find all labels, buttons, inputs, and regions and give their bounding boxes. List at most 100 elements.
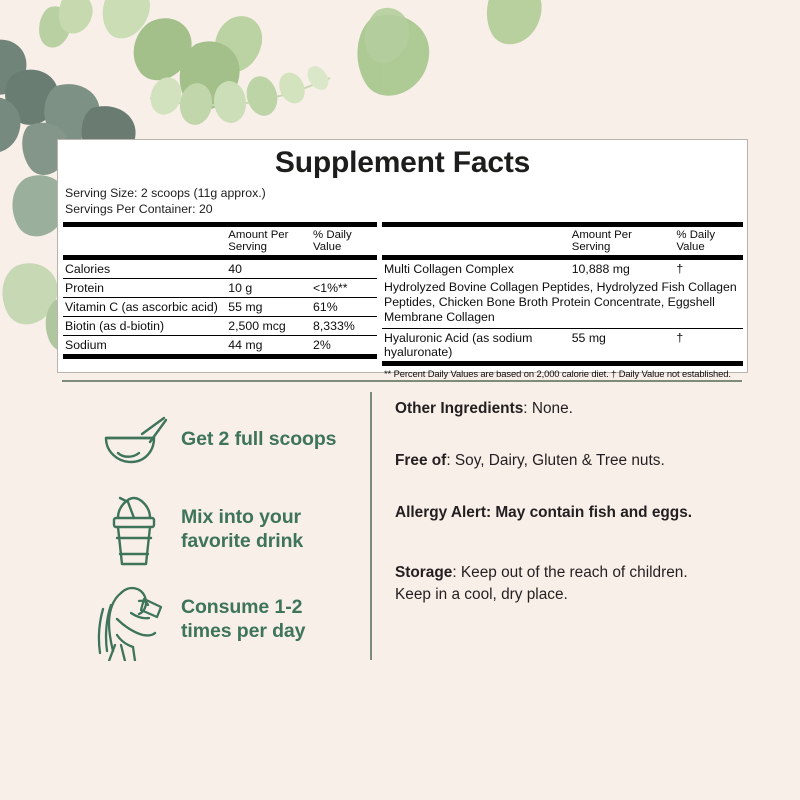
note-separator: : <box>452 563 461 581</box>
serving-size: Serving Size: 2 scoops (11g approx.) <box>65 185 266 200</box>
leaf-icon <box>102 0 150 39</box>
table-row: Vitamin C (as ascorbic acid) 55 mg 61% <box>63 297 377 316</box>
step-icon-wrapper <box>95 492 173 568</box>
table-row: Hyaluronic Acid (as sodium hyaluronate) … <box>382 328 743 361</box>
nutrient-name: Protein <box>65 280 104 295</box>
table-header-row: Amount Per Serving % Daily Value <box>63 224 377 257</box>
usage-step: Get 2 full scoops <box>95 396 357 484</box>
header-amount-per-serving: Amount Per Serving <box>228 228 289 253</box>
usage-steps: Get 2 full scoops Mix into your favorite… <box>95 396 357 666</box>
nutrition-table-right: Amount Per Serving % Daily Value Multi C… <box>382 222 743 361</box>
nutrient-dv: 61% <box>313 299 338 314</box>
scoop-icon <box>104 416 168 464</box>
leaf-icon <box>307 66 329 90</box>
note-body: May contain fish and eggs. <box>495 503 693 521</box>
supplement-facts-card: Supplement Facts Serving Size: 2 scoops … <box>57 139 748 379</box>
note-allergy-alert: Allergy Alert: May contain fish and eggs… <box>395 502 715 524</box>
nutrient-name: Vitamin C (as ascorbic acid) <box>65 299 218 314</box>
nutrient-name: Calories <box>65 261 111 276</box>
header-nutrient <box>63 224 226 257</box>
nutrient-dv <box>311 257 377 278</box>
table-row: Multi Collagen Complex 10,888 mg † <box>382 257 743 278</box>
table-bottom-rule <box>63 353 377 359</box>
nutrition-table-left: Amount Per Serving % Daily Value Calorie… <box>63 222 377 354</box>
usage-step: Mix into your favorite drink <box>95 486 357 574</box>
header-daily-value: % Daily Value <box>676 228 716 253</box>
ingredient-name: Multi Collagen Complex <box>384 261 514 276</box>
nutrition-table-left-wrapper: Amount Per Serving % Daily Value Calorie… <box>63 222 377 359</box>
note-heading: Allergy Alert: <box>395 503 492 521</box>
leaf-icon <box>214 16 263 73</box>
product-notes: Other Ingredients: None. Free of: Soy, D… <box>395 398 715 605</box>
cup-with-straw-icon <box>112 496 156 566</box>
horizontal-divider <box>62 380 742 382</box>
note-body: Soy, Dairy, Gluten & Tree nuts. <box>454 451 665 469</box>
servings-per-container: Servings Per Container: 20 <box>65 201 213 216</box>
step-icon-wrapper <box>95 579 173 661</box>
note-heading: Other Ingredients <box>395 400 524 417</box>
ingredient-dv: † <box>676 261 684 276</box>
nutrient-dv: <1%** <box>313 280 348 295</box>
step-label: Mix into your favorite drink <box>181 506 304 552</box>
nutrient-name: Biotin (as d-biotin) <box>65 318 165 333</box>
leaf-icon <box>5 69 59 125</box>
ingredient-name: Hyaluronic Acid (as sodium hyaluronate) <box>384 330 533 359</box>
nutrition-tables: Amount Per Serving % Daily Value Calorie… <box>58 217 747 379</box>
ingredient-sublist: Hydrolyzed Bovine Collagen Peptides, Hyd… <box>384 279 737 325</box>
nutrient-amount: 2,500 mcg <box>228 318 286 333</box>
leaf-icon <box>486 0 542 45</box>
ingredient-dv: † <box>676 330 684 345</box>
note-heading: Free of <box>395 451 447 469</box>
nutrient-amount: 40 <box>228 261 242 276</box>
table-row: Protein 10 g <1%** <box>63 278 377 297</box>
note-heading: Storage <box>395 563 453 581</box>
note-separator: : <box>523 400 532 417</box>
leaf-cluster-top-center <box>364 7 410 63</box>
note-free-of: Free of: Soy, Dairy, Gluten & Tree nuts. <box>395 450 715 472</box>
header-ingredient <box>382 224 570 257</box>
step-label: Get 2 full scoops <box>181 428 337 451</box>
person-drinking-icon <box>97 586 163 661</box>
leaf-icon <box>44 84 100 142</box>
note-other-ingredients: Other Ingredients: None. <box>395 398 715 420</box>
nutrient-amount: 10 g <box>228 280 253 295</box>
leaf-icon <box>133 18 192 81</box>
nutrient-amount: 55 mg <box>228 299 263 314</box>
nutrient-amount: 44 mg <box>228 337 263 352</box>
vertical-divider <box>370 392 372 660</box>
nutrient-dv: 8,333% <box>313 318 355 333</box>
table-subrow: Hydrolyzed Bovine Collagen Peptides, Hyd… <box>382 278 743 328</box>
nutrient-name: Sodium <box>65 337 107 352</box>
leaf-icon <box>357 14 430 96</box>
footnote: ** Percent Daily Values are based on 2,0… <box>384 367 731 379</box>
step-icon-wrapper <box>95 412 173 468</box>
leaf-icon <box>2 263 58 325</box>
table-row: Calories 40 <box>63 257 377 278</box>
table-row: Biotin (as d-biotin) 2,500 mcg 8,333% <box>63 316 377 335</box>
table-bottom-rule <box>382 360 743 366</box>
leaf-icon <box>213 81 247 123</box>
header-daily-value: % Daily Value <box>313 228 352 253</box>
leaf-icon <box>246 76 278 116</box>
leaf-cluster-top-right <box>486 0 542 45</box>
leaf-icon <box>39 6 71 48</box>
table-row: Sodium 44 mg 2% <box>63 335 377 354</box>
step-label: Consume 1-2 times per day <box>181 596 306 642</box>
table-header-row: Amount Per Serving % Daily Value <box>382 224 743 257</box>
leaf-icon <box>364 7 410 63</box>
leaf-icon <box>0 39 27 95</box>
leaf-icon <box>279 72 305 104</box>
ingredient-amount: 55 mg <box>571 330 606 345</box>
serving-info: Serving Size: 2 scoops (11g approx.) Ser… <box>58 179 747 217</box>
note-body: None. <box>531 400 573 417</box>
nutrition-table-right-wrapper: Amount Per Serving % Daily Value Multi C… <box>382 222 743 379</box>
branch-stem <box>149 77 331 107</box>
leaf-icon <box>0 97 21 152</box>
note-storage: Storage: Keep out of the reach of childr… <box>395 562 715 606</box>
usage-step: Consume 1-2 times per day <box>95 576 357 664</box>
leaf-icon <box>179 83 213 125</box>
nutrient-dv: 2% <box>313 337 331 352</box>
note-separator: : <box>446 451 455 469</box>
note-body: Keep out of the reach of children. Keep … <box>395 563 688 603</box>
leaf-icon <box>59 0 93 34</box>
